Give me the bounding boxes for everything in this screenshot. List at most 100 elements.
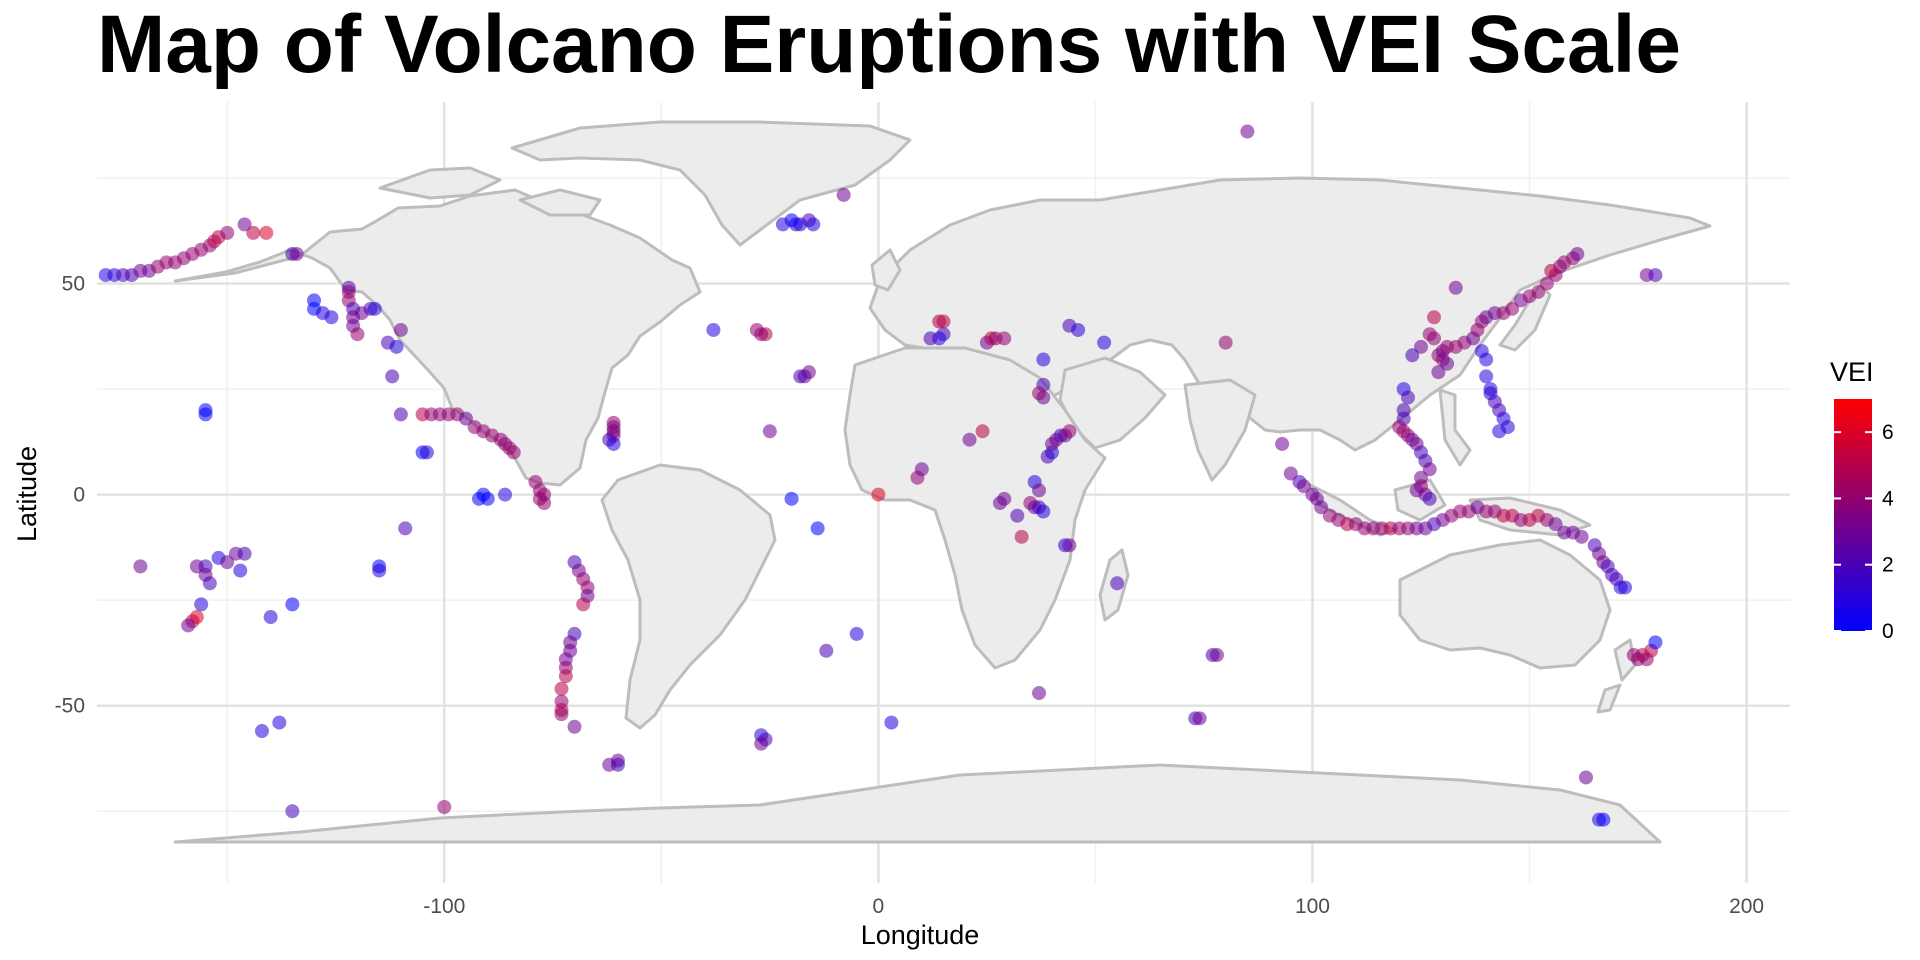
eruption-point	[762, 424, 777, 439]
eruption-point	[914, 462, 929, 477]
eruption-point	[706, 322, 721, 337]
x-tick-label: -100	[423, 895, 465, 918]
eruption-point	[754, 327, 769, 342]
eruption-point	[472, 491, 487, 506]
eruption-point	[1036, 504, 1051, 519]
eruption-point	[1218, 335, 1233, 350]
eruption-point	[997, 491, 1012, 506]
eruption-point	[1648, 635, 1663, 650]
eruption-point	[1626, 648, 1641, 663]
eruption-point	[1531, 284, 1546, 299]
eruption-point	[289, 246, 304, 261]
eruption-point	[793, 369, 808, 384]
eruption-point	[263, 610, 278, 625]
legend-tick-label: 0	[1882, 620, 1894, 643]
eruption-point	[398, 521, 413, 536]
eruption-point	[1062, 538, 1077, 553]
eruption-point	[202, 576, 217, 591]
eruption-point	[506, 445, 521, 460]
y-tick-label: 0	[73, 484, 85, 507]
eruption-point	[962, 432, 977, 447]
eruption-point	[1409, 483, 1424, 498]
eruption-point	[1062, 424, 1077, 439]
eruption-point	[997, 331, 1012, 346]
eruption-point	[1422, 462, 1437, 477]
eruption-point	[1032, 386, 1047, 401]
eruption-point	[1097, 335, 1112, 350]
eruption-point	[1448, 280, 1463, 295]
eruption-point	[285, 804, 300, 819]
eruption-point	[189, 610, 204, 625]
eruption-point	[1570, 246, 1585, 261]
land-antarctica	[173, 763, 1662, 844]
x-tick-label: 100	[1295, 895, 1330, 918]
eruption-point	[567, 719, 582, 734]
eruption-point	[272, 715, 287, 730]
eruption-point	[1071, 322, 1086, 337]
eruption-point	[1422, 491, 1437, 506]
eruption-point	[220, 555, 235, 570]
eruption-point	[181, 618, 196, 633]
eruption-point	[1548, 517, 1563, 532]
eruption-point	[1240, 124, 1255, 139]
eruption-point	[367, 301, 382, 316]
eruption-point	[393, 407, 408, 422]
land-south-america	[600, 463, 777, 730]
eruption-point	[754, 736, 769, 751]
eruption-point	[1283, 466, 1298, 481]
eruption-point	[1209, 648, 1224, 663]
eruption-point	[254, 724, 269, 739]
eruption-point	[194, 597, 209, 612]
eruption-point	[1110, 576, 1125, 591]
eruption-point	[1275, 436, 1290, 451]
eruption-point	[1032, 686, 1047, 701]
eruption-point	[1010, 508, 1025, 523]
y-tick-label: -50	[55, 695, 85, 718]
legend-colorbar	[1834, 399, 1872, 631]
chart-title: Map of Volcano Eruptions with VEI Scale	[97, 0, 1681, 90]
eruption-point	[775, 217, 790, 232]
eruption-point	[419, 445, 434, 460]
x-tick-label: 0	[873, 895, 885, 918]
legend-ticks: 0 2 4 6	[1834, 421, 1894, 643]
eruption-point	[498, 487, 513, 502]
eruption-point	[554, 707, 569, 722]
y-axis-title: Latitude	[12, 446, 42, 542]
eruption-point	[554, 681, 569, 696]
eruption-point	[810, 521, 825, 536]
eruption-point	[836, 187, 851, 202]
eruption-point	[884, 715, 899, 730]
eruption-point	[133, 559, 148, 574]
eruption-point	[1618, 580, 1633, 595]
eruption-points	[98, 124, 1663, 827]
eruption-point	[1192, 711, 1207, 726]
eruption-point	[1405, 348, 1420, 363]
eruption-point	[1492, 424, 1507, 439]
eruption-point	[558, 669, 573, 684]
x-axis-ticks: -100 0 100 200	[423, 895, 1764, 918]
land-arctic-islands	[378, 166, 602, 217]
eruption-point	[259, 225, 274, 240]
eruption-point	[324, 310, 339, 325]
eruption-point	[606, 436, 621, 451]
eruption-point	[975, 424, 990, 439]
eruption-point	[285, 597, 300, 612]
legend-tick-label: 4	[1882, 487, 1894, 510]
land-philippines	[1438, 388, 1472, 467]
land-australia	[1398, 538, 1612, 670]
eruption-point	[1032, 483, 1047, 498]
eruption-point	[849, 626, 864, 641]
eruption-point	[1440, 356, 1455, 371]
eruption-point	[806, 217, 821, 232]
eruption-point	[784, 491, 799, 506]
eruption-point	[1578, 770, 1593, 785]
eruption-point	[1596, 812, 1611, 827]
eruption-point	[393, 322, 408, 337]
eruption-point	[220, 225, 235, 240]
eruption-point	[385, 369, 400, 384]
eruption-point	[246, 225, 261, 240]
eruption-point	[237, 546, 252, 561]
y-tick-label: 50	[62, 273, 85, 296]
legend-tick-label: 6	[1882, 421, 1894, 444]
eruption-point	[198, 403, 213, 418]
